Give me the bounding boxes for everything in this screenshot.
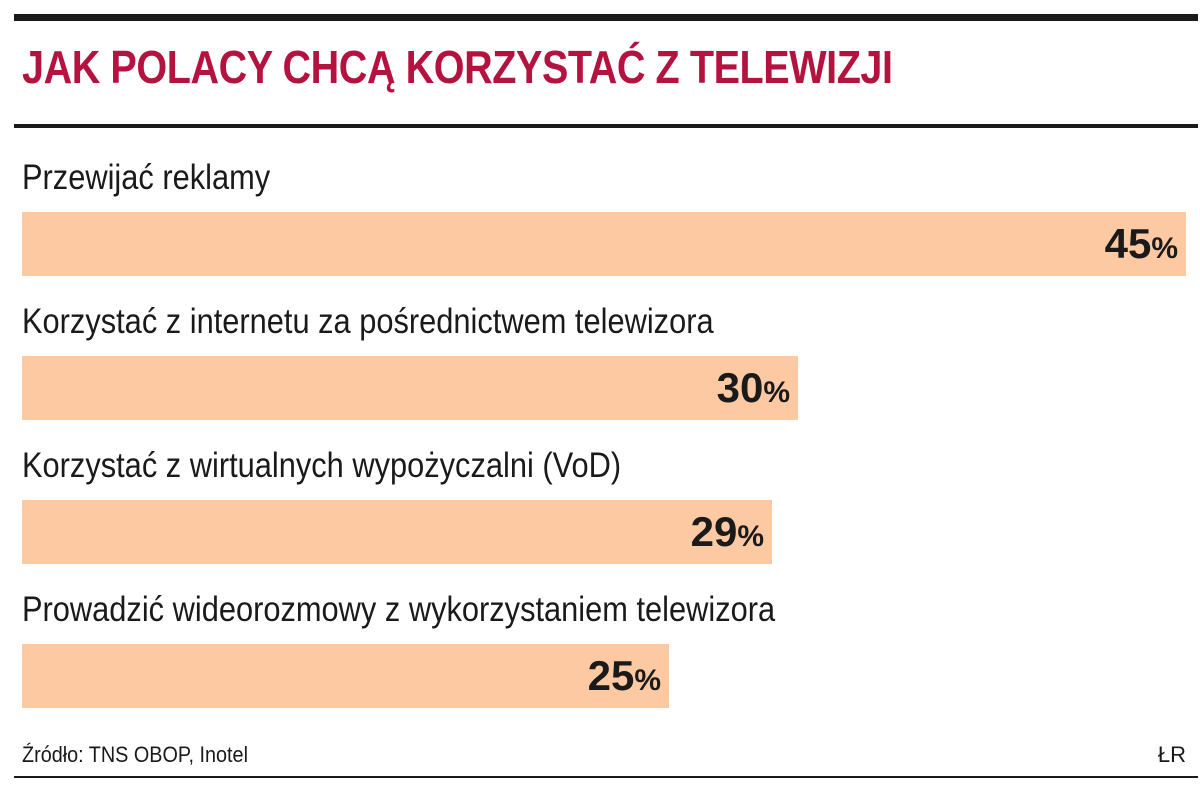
bar xyxy=(22,212,1186,276)
data-label-unit: % xyxy=(737,520,764,553)
data-label: 45% xyxy=(22,212,1178,276)
category-label: Korzystać z wirtualnych wypożyczalni (Vo… xyxy=(22,446,622,485)
data-label-unit: % xyxy=(763,376,790,409)
chart-title: JAK POLACY CHCĄ KORZYSTAĆ Z TELEWIZJI xyxy=(22,41,893,93)
title-rule xyxy=(14,124,1198,128)
data-label: 30% xyxy=(22,356,790,420)
bar xyxy=(22,644,669,708)
top-rule xyxy=(14,14,1198,21)
category-label: Korzystać z internetu za pośrednictwem t… xyxy=(22,302,714,341)
source-note: Źródło: TNS OBOP, Inotel xyxy=(22,742,248,767)
data-label-value: 45 xyxy=(1104,220,1152,267)
category-label: Przewijać reklamy xyxy=(22,158,271,197)
category-label: Prowadzić wideorozmowy z wykorzystaniem … xyxy=(22,590,776,629)
data-label: 29% xyxy=(22,500,764,564)
bar xyxy=(22,356,798,420)
data-label-value: 30 xyxy=(716,364,764,411)
data-label: 25% xyxy=(22,644,661,708)
data-label-unit: % xyxy=(1151,232,1178,265)
bar xyxy=(22,500,772,564)
bottom-rule xyxy=(14,776,1198,778)
data-label-unit: % xyxy=(634,664,661,697)
data-label-value: 29 xyxy=(690,508,738,555)
data-label-value: 25 xyxy=(587,652,635,699)
author-credit: ŁR xyxy=(1157,742,1186,767)
